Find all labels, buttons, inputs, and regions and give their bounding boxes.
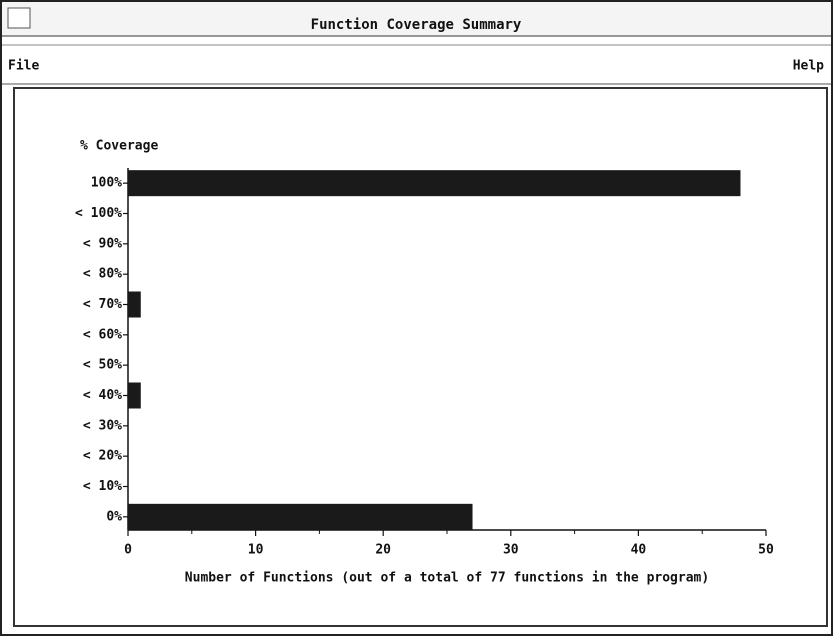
- window-title: Function Coverage Summary: [311, 17, 522, 33]
- y-tick-label: < 70%: [83, 297, 122, 312]
- y-tick-label: < 50%: [83, 358, 122, 373]
- y-tick-label: 0%: [106, 509, 122, 524]
- y-tick-label: < 100%: [75, 206, 122, 221]
- x-tick-label: 20: [375, 543, 391, 558]
- bar: [128, 170, 741, 197]
- window-menu-button[interactable]: [7, 7, 31, 29]
- x-tick-label: 10: [248, 543, 264, 558]
- y-tick-label: < 90%: [83, 236, 122, 251]
- x-axis-title: Number of Functions (out of a total of 7…: [185, 571, 709, 586]
- bar: [128, 503, 473, 530]
- y-tick-label: < 20%: [83, 449, 122, 464]
- y-tick-label: < 10%: [83, 479, 122, 494]
- y-tick-label: < 40%: [83, 388, 122, 403]
- menu-help[interactable]: Help: [793, 59, 824, 74]
- menu-file[interactable]: File: [8, 59, 39, 74]
- y-tick-label: < 60%: [83, 327, 122, 342]
- bar: [128, 382, 141, 409]
- y-axis-title: % Coverage: [80, 139, 158, 154]
- x-tick-label: 50: [758, 543, 774, 558]
- chart-panel: [13, 87, 828, 627]
- y-tick-label: < 30%: [83, 418, 122, 433]
- bar: [128, 291, 141, 318]
- title-bar: [2, 2, 831, 36]
- x-tick-label: 0: [124, 543, 132, 558]
- y-tick-label: < 80%: [83, 267, 122, 282]
- x-tick-label: 40: [631, 543, 647, 558]
- y-tick-label: 100%: [91, 176, 122, 191]
- x-tick-label: 30: [503, 543, 519, 558]
